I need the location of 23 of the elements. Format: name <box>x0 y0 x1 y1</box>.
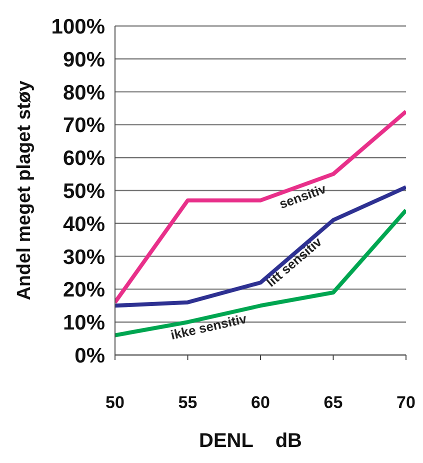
y-tick-label: 40% <box>62 212 106 236</box>
x-tick-label: 50 <box>106 393 124 412</box>
y-tick-label: 0% <box>74 344 106 368</box>
y-tick-label: 50% <box>62 180 106 203</box>
line-series <box>115 208 406 338</box>
x-tick-label: 70 <box>396 393 416 412</box>
text: ikke sensitiv <box>169 310 249 343</box>
text: sensitiv <box>277 180 329 212</box>
line-series <box>115 185 406 308</box>
y-tick-label: 10% <box>62 312 106 335</box>
line-series <box>115 110 406 304</box>
y-tick-label: 30% <box>62 246 106 269</box>
x-tick-label: 55 <box>178 393 198 412</box>
y-tick-label: 60% <box>62 147 106 170</box>
y-tick-label: 90% <box>62 48 106 72</box>
y-tick-label: 80% <box>62 81 106 104</box>
y-tick-label: 20% <box>62 278 106 302</box>
y-axis-title: Andel meget plaget støy <box>14 80 35 300</box>
x-axis-title: DENL dB <box>199 430 302 452</box>
y-tick-label: 70% <box>62 114 106 138</box>
x-tick-label: 60 <box>251 393 270 412</box>
y-tick-label: 100% <box>51 15 106 38</box>
x-tick-label: 65 <box>324 393 343 412</box>
